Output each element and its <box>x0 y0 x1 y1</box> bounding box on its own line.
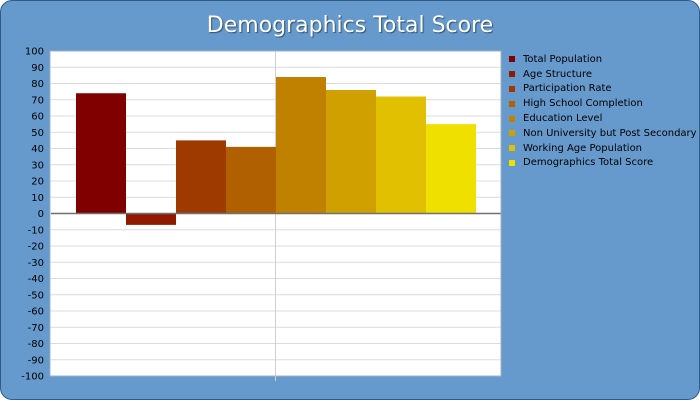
y-tick-label: 80 <box>31 79 44 90</box>
legend-item: Participation Rate <box>509 82 697 97</box>
legend-item: Demographics Total Score <box>509 156 697 171</box>
legend-label: Total Population <box>523 53 603 65</box>
legend: Total Population Age Structure Participati… <box>509 52 697 170</box>
legend-swatch <box>509 100 515 107</box>
y-tick-label: -10 <box>28 225 44 236</box>
y-tick-label: 90 <box>31 63 44 74</box>
y-tick-label: -80 <box>28 339 44 350</box>
legend-item: Non University but Post Secondary <box>509 126 697 141</box>
legend-label: Age Structure <box>523 68 593 80</box>
y-tick-label: -90 <box>28 355 44 366</box>
y-tick-label: 10 <box>31 193 44 204</box>
legend-swatch <box>509 130 515 137</box>
bar <box>126 213 176 225</box>
y-tick-label: -30 <box>28 258 44 269</box>
legend-item: Total Population <box>509 52 697 67</box>
y-tick-label: 60 <box>31 112 44 123</box>
bar <box>326 90 376 214</box>
y-tick-label: 0 <box>38 209 44 220</box>
plot-border <box>49 50 502 377</box>
legend-swatch <box>509 71 515 78</box>
legend-swatch <box>509 159 515 166</box>
y-tick-label: 20 <box>31 177 44 188</box>
legend-label: High School Completion <box>523 98 643 110</box>
bar <box>176 140 226 214</box>
legend-swatch <box>509 115 515 122</box>
chart-title: Demographics Total Score <box>206 13 494 38</box>
y-tick-label: 40 <box>31 144 44 155</box>
y-tick-label: -20 <box>28 242 44 253</box>
y-tick-label: 30 <box>31 160 44 171</box>
y-tick-label: -70 <box>28 323 44 334</box>
y-tick-label: -50 <box>28 290 44 301</box>
bar <box>76 93 126 214</box>
bar <box>226 146 276 214</box>
y-tick-label: -40 <box>28 274 44 285</box>
legend-label: Education Level <box>523 113 603 125</box>
legend-label: Demographics Total Score <box>523 157 654 169</box>
y-tick-label: -100 <box>21 372 44 383</box>
legend-item: Age Structure <box>509 67 697 82</box>
legend-item: Working Age Population <box>509 141 697 156</box>
legend-label: Working Age Population <box>523 142 643 154</box>
bar <box>426 124 476 214</box>
legend-label: Participation Rate <box>523 83 612 95</box>
y-tick-label: 100 <box>25 47 44 58</box>
legend-label: Non University but Post Secondary <box>523 127 697 139</box>
legend-item: Education Level <box>509 111 697 126</box>
y-tick-label: 70 <box>31 95 44 106</box>
y-tick-label: -60 <box>28 307 44 318</box>
legend-item: High School Completion <box>509 96 697 111</box>
legend-swatch <box>509 145 515 152</box>
y-tick-label: 50 <box>31 128 44 139</box>
legend-swatch <box>509 56 515 63</box>
bar <box>376 96 426 214</box>
legend-swatch <box>509 85 515 92</box>
bar <box>276 77 326 214</box>
